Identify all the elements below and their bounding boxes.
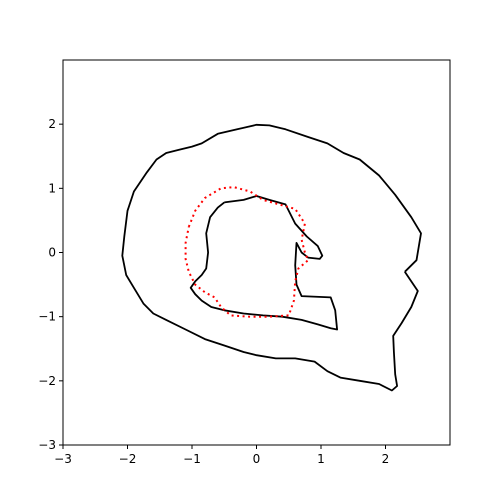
- y-axis-ticks: −3 −2 −1 0 1 2: [38, 117, 63, 452]
- x-tick-label: 0: [253, 452, 261, 466]
- series-line-2: [189, 195, 338, 331]
- axes-frame: [62, 59, 451, 446]
- series-layer: [121, 123, 422, 392]
- y-tick-label: −2: [38, 374, 56, 388]
- y-tick-label: −3: [38, 438, 56, 452]
- y-tick-label: 1: [48, 181, 56, 195]
- series-line-3: [184, 186, 310, 318]
- x-axis-ticks: −3 −2 −1 0 1 2: [54, 445, 389, 466]
- y-tick-label: 0: [48, 246, 56, 260]
- x-tick-label: −3: [54, 452, 72, 466]
- y-tick-label: 2: [48, 117, 56, 131]
- x-tick-label: −2: [119, 452, 137, 466]
- x-tick-label: 1: [317, 452, 325, 466]
- x-tick-label: −1: [183, 452, 201, 466]
- series-line-1: [121, 123, 422, 392]
- y-tick-label: −1: [38, 310, 56, 324]
- x-tick-label: 2: [382, 452, 390, 466]
